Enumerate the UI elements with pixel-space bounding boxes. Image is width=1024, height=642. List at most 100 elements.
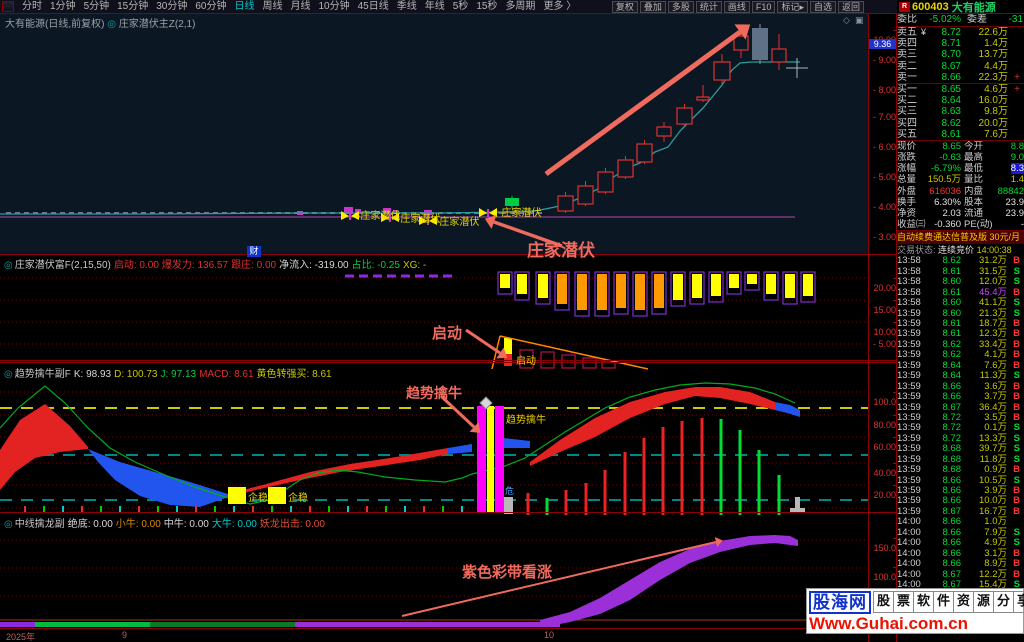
axis-tick-label: - 9.00 <box>872 55 896 65</box>
tick-row: 13:59 8.62 4.1万 B <box>897 349 1020 361</box>
period-menu-item[interactable]: 多周期 <box>505 0 536 12</box>
period-menu-item[interactable]: 5秒 <box>452 0 469 12</box>
indicator-field: J: 97.13 <box>160 369 197 380</box>
period-menu-item[interactable]: 月线 <box>290 0 311 12</box>
tick-row: 13:59 8.72 0.1万 S <box>897 422 1020 434</box>
tick-row: 13:59 8.72 3.5万 B <box>897 411 1020 423</box>
toolbar-button[interactable]: 标记▸ <box>777 0 808 13</box>
bid-row: 买三 8.63 9.8万 <box>897 106 1008 118</box>
tick-row: 13:59 8.64 7.6万 B <box>897 359 1020 371</box>
ask-levels: 卖五 ¥8.72 22.6万 卖四 8.71 1.4万 卖三 8.70 13.7万 卖二 8.67 4… <box>897 27 1024 83</box>
toolbar-button[interactable]: 复权 <box>611 0 638 13</box>
indicator-field: 妖龙出击: 0.00 <box>259 519 325 530</box>
toolbar-button[interactable]: 叠加 <box>639 0 666 13</box>
watermark-slogan: 股票软件资源分享 <box>873 591 1024 613</box>
axis-tick-label: - 15.00 <box>873 295 896 315</box>
period-menu-item[interactable]: 30分钟 <box>156 0 188 12</box>
chart-title: 大有能源(日线,前复权) ◎ 庄家潜伏主Z(2,1) <box>5 19 196 30</box>
indicator-field: 爆发力: 136.57 <box>161 260 229 271</box>
tick-row: 13:59 8.62 33.4万 B <box>897 338 1020 350</box>
period-menu-item[interactable]: 更多 〉 <box>543 0 577 12</box>
panel-tool-icon[interactable]: ▣ <box>855 15 864 25</box>
finance-tab[interactable]: 财 <box>247 246 261 257</box>
axis-tick-label: - 6.00 <box>872 142 896 152</box>
quote-info-row: 换手 6.30% 股本 23.9 <box>897 196 1024 208</box>
margin-badge-icon: R <box>899 1 910 12</box>
time-and-sales-list[interactable]: 13:58 8.62 31.2万 B 13:58 8.61 31.5万 S 13:58 8.60 1… <box>897 255 1024 590</box>
axis-tick-label: 9.36 <box>869 39 896 49</box>
tick-row: 13:59 8.67 36.4万 B <box>897 401 1020 413</box>
qiwen-signal-label: 企稳 <box>288 493 308 504</box>
axis-tick-label: - 60.00 <box>873 432 896 452</box>
indicator-icon: ◎ <box>4 369 13 380</box>
watermark-url: Www.Guhai.com.cn <box>809 614 968 633</box>
quote-info-row: 收益㈢ -0.360 PE(动) - <box>897 219 1024 231</box>
toolbar-button[interactable]: 自选 <box>809 0 836 13</box>
trade-status: 交易状态: 连续竞价 14:00:38 <box>897 245 1012 256</box>
axis-tick-label: - 20.00 <box>873 273 896 293</box>
svg-text:-庄家潜伏: -庄家潜伏 <box>397 212 440 225</box>
period-menu-item[interactable]: 5分钟 <box>83 0 110 12</box>
axis-tick-label: - 7.00 <box>872 112 896 122</box>
period-menu-item[interactable]: 15秒 <box>476 0 498 12</box>
tick-row: 13:58 8.61 31.5万 S <box>897 265 1020 277</box>
divider <box>0 360 896 361</box>
time-axis-label: 10 <box>544 630 555 640</box>
quote-info-row: 净资 2.03 流通 23.9 <box>897 208 1024 219</box>
quote-sidebar: 委比 -5.02% 委差 -31 卖五 ¥8.72 22.6万 卖四 8.71 1.4万卖… <box>897 14 1024 642</box>
period-menu-item[interactable]: 10分钟 <box>318 0 350 12</box>
svg-text:-庄家潜伏: -庄家潜伏 <box>436 215 479 228</box>
ask-row: 卖三 8.70 13.7万 <box>897 49 1008 61</box>
stock-code: 600403 <box>912 0 949 13</box>
period-menu-item[interactable]: 季线 <box>396 0 417 12</box>
diamond-tool-icon[interactable]: ◇ <box>843 15 850 25</box>
tick-row: 13:58 8.60 41.1万 S <box>897 297 1020 309</box>
divider <box>0 512 896 513</box>
quote-info-row: 外盘 616036 内盘 88842 <box>897 185 1024 197</box>
tick-row: 13:58 8.60 12.0万 S <box>897 276 1020 288</box>
quote-info-row: 涨幅 -6.79% 最低 8.3 <box>897 163 1024 175</box>
time-axis-label: 2025年 <box>6 632 36 642</box>
axis-tick-label: - 3.00 <box>872 232 896 242</box>
subscription-notice[interactable]: 自动续费通达信普及版 30元/月 <box>897 231 1024 245</box>
window-icon[interactable] <box>2 1 14 12</box>
ask-row: 卖一 8.66 22.3万 + <box>897 71 1020 83</box>
period-menu-item[interactable]: 日线 <box>234 0 255 12</box>
annotation-qidong: 启动 <box>432 325 463 342</box>
axis-tick-label: - 5.00 <box>872 339 896 349</box>
toolbar-button[interactable]: F10 <box>751 0 776 13</box>
toolbar-button[interactable]: 多股 <box>667 0 694 13</box>
tick-row: 13:59 8.68 39.7万 S <box>897 443 1020 455</box>
axis-tick-label: - 20.00 <box>873 480 896 500</box>
stock-header: R 600403 大有能源 <box>897 0 1024 14</box>
axis-tick-label: - 8.00 <box>872 85 896 95</box>
watermark-site: 股海网 <box>809 590 871 614</box>
indicator-field: 启动: 0.00 <box>113 260 159 271</box>
tick-row: 14:00 8.66 8.9万 B <box>897 558 1020 570</box>
stock-name: 大有能源 <box>951 1 996 14</box>
bid-levels: 买一 8.65 4.6万 + 买二 8.64 16.0万 买三 8.63 9.8万 买四 8.62 20… <box>897 84 1024 140</box>
tick-row: 14:00 8.67 15.4万 S <box>897 578 1020 590</box>
indicator-field: 绝底: 0.00 <box>67 519 113 530</box>
axis-tick-label: - 100.0 <box>873 562 896 582</box>
toolbar-button[interactable]: 画线 <box>723 0 750 13</box>
period-menu-item[interactable]: 年线 <box>424 0 445 12</box>
period-menu-item[interactable]: 15分钟 <box>117 0 149 12</box>
toolbar-button[interactable]: 返回 <box>837 0 864 13</box>
qiwen-signal-label: 企稳 <box>248 493 268 504</box>
period-menu-item[interactable]: 45日线 <box>357 0 389 12</box>
bid-row: 买四 8.62 20.0万 <box>897 117 1008 129</box>
period-menu-item[interactable]: 60分钟 <box>195 0 227 12</box>
toolbar-button[interactable]: 统计 <box>695 0 722 13</box>
period-menu-item[interactable]: 分时 <box>22 0 42 12</box>
period-menu-item[interactable]: 周线 <box>262 0 283 12</box>
indicator-field: 黄色转强买: 8.61 <box>256 369 332 380</box>
period-menu-item[interactable]: 1分钟 <box>50 0 76 12</box>
axis-tick-label: - 4.00 <box>872 202 896 212</box>
weibi-label: 委比 <box>897 14 917 25</box>
tick-row: 13:59 8.68 0.9万 B <box>897 464 1020 476</box>
annotation-qushi-qinniu: 趋势擒牛 <box>406 385 462 401</box>
tick-row: 14:00 8.67 12.2万 B <box>897 568 1020 580</box>
